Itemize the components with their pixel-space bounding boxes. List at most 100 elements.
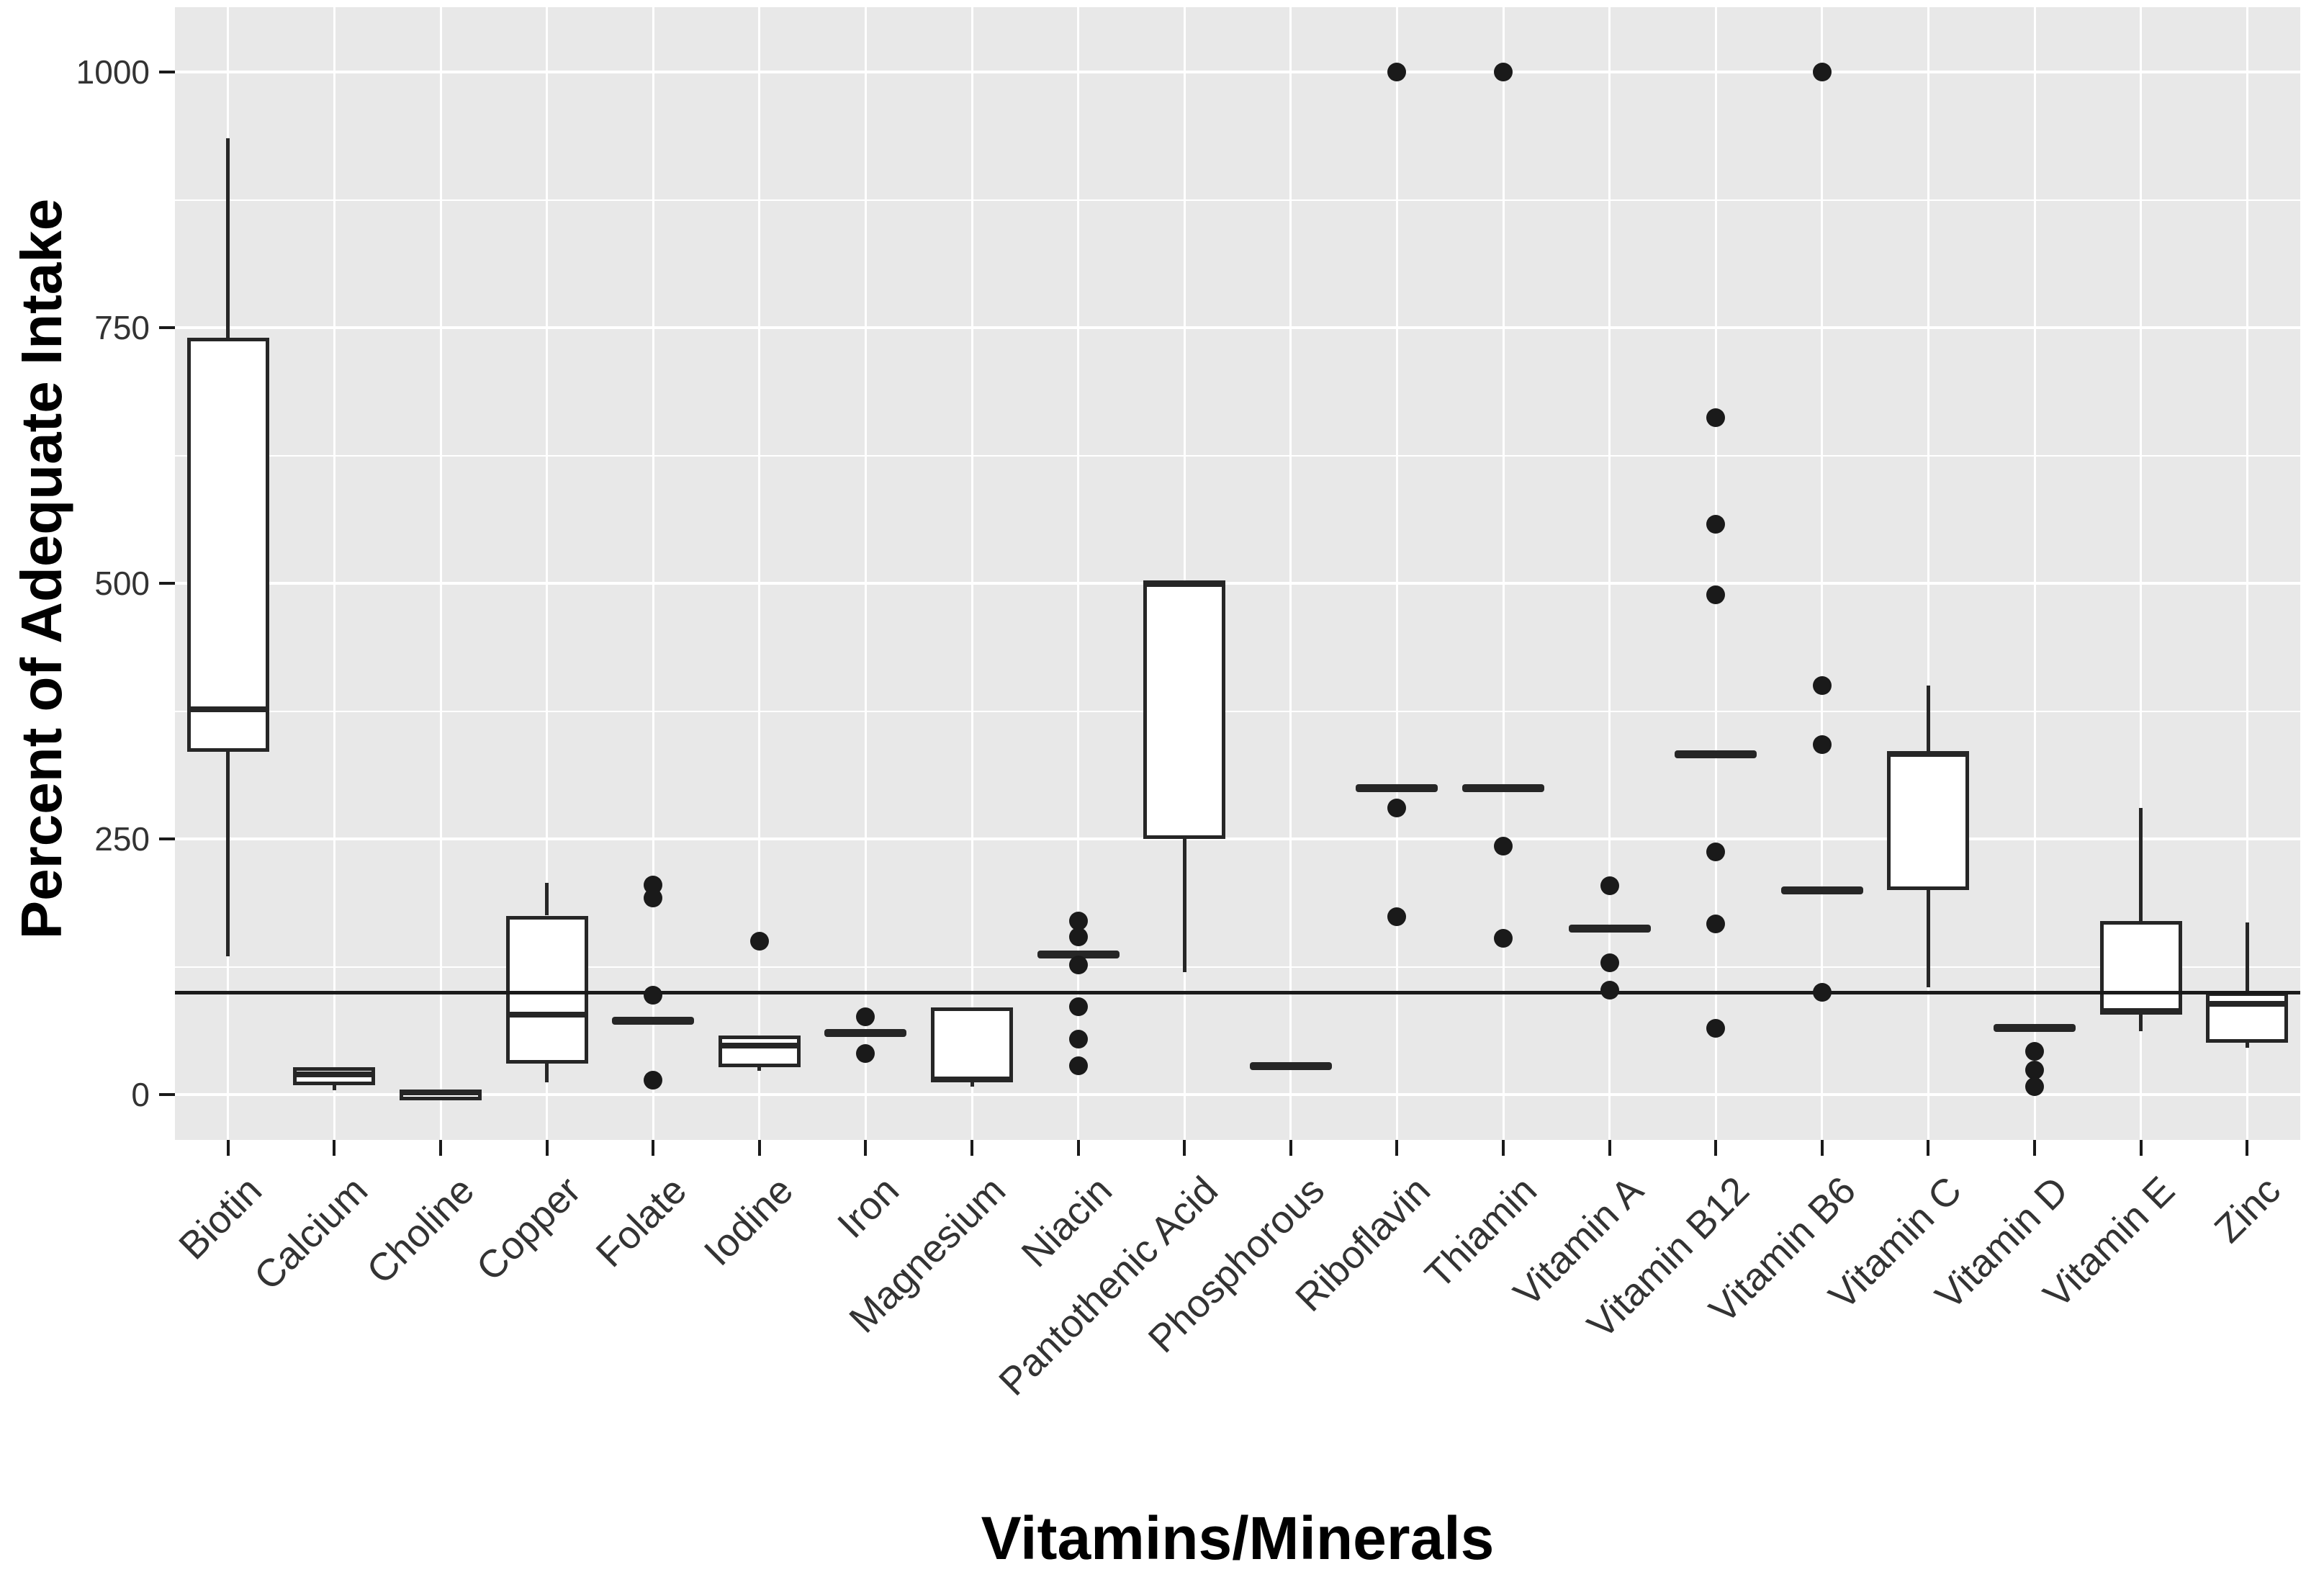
outlier-dot: [1706, 514, 1726, 534]
x-major-gridline: [1927, 7, 1929, 1140]
x-axis-tick: [757, 1140, 761, 1156]
x-major-gridline: [439, 7, 442, 1140]
box-iqr: [505, 915, 588, 1064]
outlier-dot: [1812, 735, 1832, 755]
y-minor-gridline: [175, 454, 2300, 457]
x-axis-tick: [2246, 1140, 2249, 1156]
median-line: [400, 1090, 482, 1096]
outlier-dot: [1600, 953, 1619, 972]
y-tick-label: 0: [131, 1076, 150, 1113]
box-iqr: [2099, 920, 2182, 1015]
outlier-dot: [1387, 907, 1407, 926]
x-axis-tick: [226, 1140, 230, 1156]
outlier-dot: [644, 1071, 663, 1090]
x-axis-tick: [1502, 1140, 1505, 1156]
outlier-dot: [1812, 63, 1832, 81]
x-axis-tick: [1183, 1140, 1186, 1156]
outlier-dot: [1706, 843, 1726, 862]
median-line: [293, 1071, 376, 1077]
lower-whisker: [1182, 839, 1186, 972]
x-major-gridline: [333, 7, 335, 1140]
outlier-dot: [1068, 928, 1088, 947]
x-axis-tick: [864, 1140, 868, 1156]
x-major-gridline: [2140, 7, 2143, 1140]
outlier-dot: [1387, 799, 1407, 818]
outlier-dot: [1494, 836, 1513, 855]
lower-whisker: [545, 1064, 549, 1082]
x-major-gridline: [864, 7, 867, 1140]
outlier-dot: [1600, 876, 1619, 896]
median-bar: [1675, 750, 1757, 758]
y-tick-label: 750: [94, 309, 150, 346]
box-iqr: [1143, 583, 1226, 839]
x-major-gridline: [2246, 7, 2248, 1140]
y-axis-tick: [159, 837, 175, 840]
x-major-gridline: [1608, 7, 1611, 1140]
median-line: [186, 706, 269, 712]
x-major-gridline: [1395, 7, 1398, 1140]
outlier-dot: [856, 1007, 875, 1027]
median-bar: [1037, 950, 1120, 958]
y-axis-tick: [159, 582, 175, 585]
x-major-gridline: [652, 7, 654, 1140]
x-axis-tick: [1289, 1140, 1292, 1156]
median-line: [1887, 751, 1970, 758]
lower-whisker: [332, 1085, 336, 1091]
x-axis-tick: [970, 1140, 973, 1156]
y-tick-label: 500: [94, 565, 150, 602]
outlier-dot: [1812, 676, 1832, 695]
x-major-gridline: [2033, 7, 2036, 1140]
reference-line-100pct: [175, 990, 2300, 994]
outlier-dot: [644, 889, 663, 908]
outlier-dot: [1068, 1056, 1088, 1076]
x-major-gridline: [1077, 7, 1080, 1140]
lower-whisker: [1926, 890, 1930, 987]
median-bar: [1780, 886, 1863, 894]
median-line: [931, 1076, 1013, 1082]
x-axis-tick: [1820, 1140, 1824, 1156]
outlier-dot: [1068, 911, 1088, 930]
outlier-dot: [1068, 955, 1088, 974]
y-axis-tick: [159, 1093, 175, 1096]
y-major-gridline: [175, 326, 2300, 329]
y-minor-gridline: [175, 966, 2300, 968]
x-major-gridline: [1289, 7, 1292, 1140]
y-tick-label: 250: [94, 820, 150, 858]
x-axis-tick: [2139, 1140, 2143, 1156]
outlier-dot: [644, 986, 663, 1005]
x-axis-tick: [1076, 1140, 1080, 1156]
x-axis-title: Vitamins/Minerals: [981, 1504, 1495, 1572]
y-axis-tick: [159, 71, 175, 73]
outlier-dot: [2025, 1077, 2044, 1096]
y-major-gridline: [175, 837, 2300, 840]
outlier-dot: [1068, 997, 1088, 1016]
median-bar: [1356, 783, 1438, 792]
outlier-dot: [1706, 1018, 1726, 1038]
x-axis-tick: [2033, 1140, 2036, 1156]
median-line: [718, 1042, 801, 1048]
box-iqr: [718, 1035, 801, 1067]
median-bar: [1994, 1024, 2076, 1033]
outlier-dot: [1494, 63, 1513, 81]
upper-whisker: [1926, 686, 1930, 751]
y-minor-gridline: [175, 199, 2300, 201]
box-iqr: [931, 1007, 1013, 1082]
plot-panel: [175, 7, 2300, 1140]
box-iqr: [186, 338, 269, 753]
median-line: [505, 1012, 588, 1018]
upper-whisker: [545, 883, 549, 916]
lower-whisker: [970, 1082, 974, 1087]
x-major-gridline: [1714, 7, 1717, 1140]
outlier-dot: [1068, 1030, 1088, 1049]
x-major-gridline: [546, 7, 549, 1140]
median-bar: [612, 1017, 695, 1025]
lower-whisker: [226, 752, 230, 957]
box-iqr: [1887, 750, 1970, 890]
outlier-dot: [1494, 928, 1513, 948]
x-axis-tick: [1608, 1140, 1611, 1156]
upper-whisker: [226, 138, 230, 338]
x-major-gridline: [970, 7, 973, 1140]
upper-whisker: [2139, 808, 2143, 921]
y-axis-tick: [159, 326, 175, 329]
